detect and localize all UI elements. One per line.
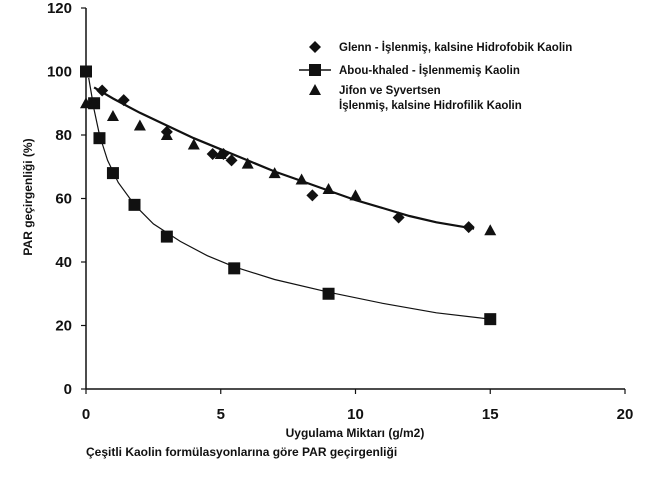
par-transmission-chart: 0 20 40 60 80 100 120 0 5 10 15 20 Glenn - İşlenmiş…	[21, 0, 633, 440]
point-triangle	[295, 173, 308, 185]
legend: Glenn - İşlenmiş, kalsine Hidrofobik Kao…	[299, 41, 572, 112]
point-triangle	[187, 138, 200, 150]
fit-curve-2	[88, 77, 491, 320]
point-diamond	[206, 148, 219, 161]
point-square	[128, 198, 141, 211]
y-tick-label: 120	[47, 0, 72, 17]
legend-label-square: Abou-khaled - İşlenmemiş Kaolin	[339, 64, 520, 77]
legend-label-line: Jifon ve Syvertsen	[339, 85, 441, 97]
point-triangle	[88, 97, 101, 109]
x-tick-label: 0	[82, 406, 90, 423]
y-tick-label: 40	[55, 254, 72, 271]
point-square	[228, 262, 241, 275]
x-axis-title: Uygulama Miktarı (g/m2)	[286, 426, 425, 440]
point-diamond	[96, 84, 109, 97]
point-square	[484, 313, 497, 326]
legend-marker-square	[309, 64, 321, 76]
legend-label-diamond: Glenn - İşlenmiş, kalsine Hidrofobik Kao…	[339, 41, 572, 54]
y-tick-label: 0	[64, 381, 72, 398]
fit-curves	[88, 77, 491, 320]
legend-marker-triangle	[309, 84, 321, 95]
point-diamond	[392, 211, 405, 224]
point-triangle	[106, 109, 119, 121]
tick-labels: 0 20 40 60 80 100 120 0 5 10 15 20	[47, 0, 633, 423]
point-diamond	[462, 221, 475, 234]
point-diamond	[117, 94, 130, 107]
x-tick-label: 15	[482, 406, 499, 423]
point-triangle	[133, 119, 146, 131]
point-triangle	[268, 167, 281, 179]
point-triangle	[322, 182, 335, 194]
x-tick-label: 5	[217, 406, 225, 423]
point-square	[93, 132, 106, 145]
legend-label-line: Abou-khaled - İşlenmemiş Kaolin	[339, 64, 520, 77]
point-triangle	[80, 97, 92, 109]
figure-caption: Çeşitli Kaolin formülasyonlarına göre PA…	[86, 445, 398, 459]
point-triangle	[160, 129, 173, 140]
point-square	[160, 230, 173, 243]
point-triangle	[241, 157, 254, 169]
y-tick-label: 60	[55, 191, 72, 208]
point-diamond	[225, 154, 238, 167]
point-triangle	[484, 224, 497, 236]
legend-label-line: Glenn - İşlenmiş, kalsine Hidrofobik Kao…	[339, 41, 572, 54]
legend-label-line: İşlenmiş, kalsine Hidrofilik Kaolin	[339, 99, 522, 112]
legend-marker-diamond	[309, 41, 321, 53]
point-square	[80, 65, 92, 78]
point-square	[322, 287, 335, 300]
y-tick-label: 100	[47, 64, 72, 81]
point-square	[106, 167, 119, 180]
point-diamond	[306, 189, 319, 202]
y-tick-label: 80	[55, 127, 72, 144]
x-tick-label: 20	[617, 406, 634, 423]
y-tick-label: 20	[55, 318, 72, 335]
x-tick-label: 10	[347, 406, 364, 423]
legend-label-triangle: Jifon ve Syvertsen İşlenmiş, kalsine Hidr…	[339, 85, 522, 112]
point-triangle	[214, 148, 227, 160]
point-triangle	[349, 189, 362, 201]
y-axis-title: PAR geçirgenliği (%)	[21, 138, 35, 255]
data-points	[80, 65, 497, 326]
